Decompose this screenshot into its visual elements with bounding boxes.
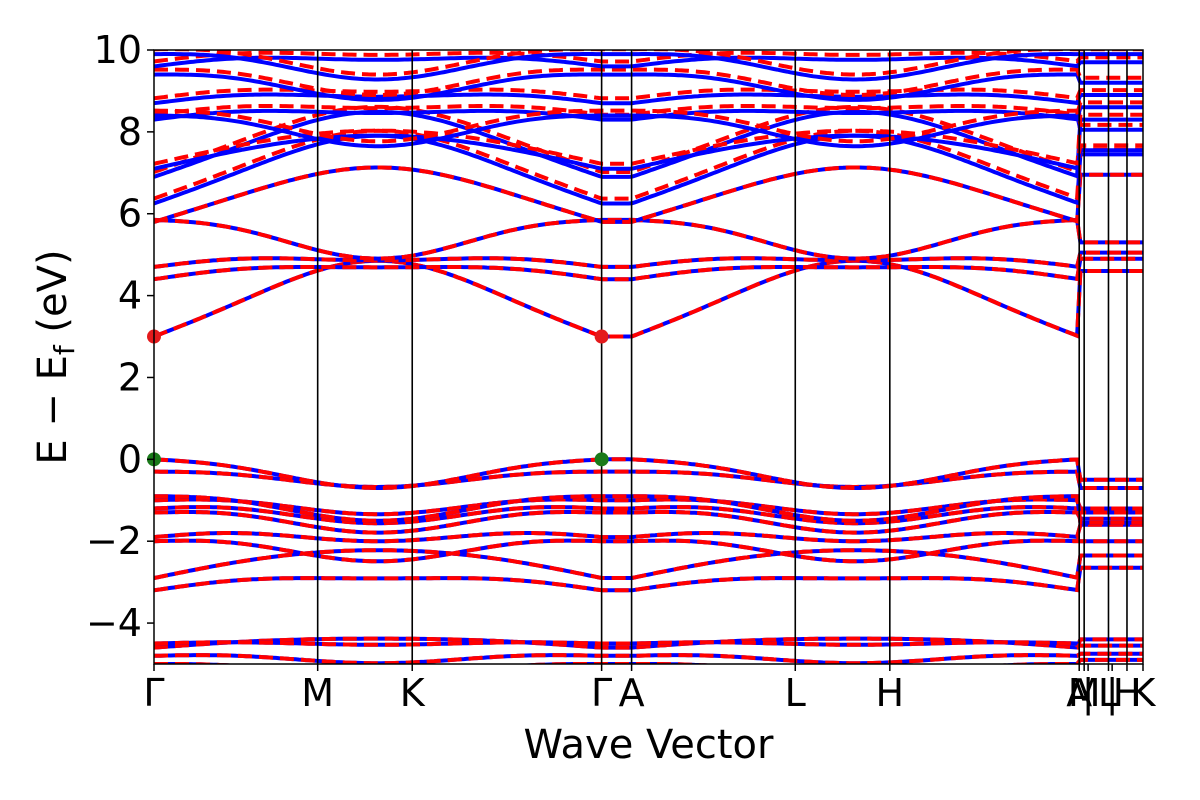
vbm-marker-1 (594, 452, 609, 467)
x-tick-label-3: Γ (591, 671, 612, 715)
band-line-solid-14 (154, 258, 1143, 339)
x-axis-ticks: Γ M K Γ A L H AM| L|HK (143, 664, 1157, 716)
band-line-dashed-8 (154, 510, 1143, 535)
band-line-dashed-11 (154, 494, 1143, 525)
x-tick-label-9: | (1082, 671, 1095, 716)
band-line-dashed-18 (154, 165, 1143, 225)
x-tick-label-12: H (1113, 671, 1142, 715)
cbm-marker-1 (594, 329, 609, 344)
y-tick-label-2: 0 (118, 437, 142, 481)
band-line-dashed-9 (154, 505, 1143, 526)
band-line-solid-27 (154, 52, 1143, 82)
y-tick-label-5: 6 (118, 192, 142, 236)
y-tick-label-3: 2 (118, 355, 142, 399)
band-line-dashed-7 (154, 522, 1143, 544)
band-line-dashed-16 (154, 250, 1143, 269)
y-tick-label-7: 10 (94, 28, 142, 72)
x-axis-label: Wave Vector (524, 722, 775, 768)
y-tick-label-6: 8 (118, 110, 142, 154)
y-axis-label-unit: (eV) (30, 249, 76, 345)
band-line-dashed-26 (154, 50, 1143, 64)
x-tick-label-13: K (1131, 671, 1157, 715)
band-edge-markers (147, 329, 609, 467)
band-line-dashed-17 (154, 217, 1143, 261)
band-line-dashed-22 (154, 100, 1143, 117)
x-tick-label-7: A (1066, 671, 1092, 715)
x-tick-label-10: L (1098, 671, 1119, 715)
plot-frame (153, 49, 1144, 665)
x-tick-label-0: Γ (143, 671, 164, 715)
band-line-dashed-15 (154, 256, 1143, 282)
y-axis-label-sub: f (48, 344, 81, 355)
band-line-dashed-3 (154, 651, 1143, 664)
band-line-solid-20 (154, 109, 1143, 179)
band-line-solid-21 (154, 133, 1143, 171)
band-line-dashed-27 (154, 50, 1143, 77)
band-line-solid-23 (154, 113, 1143, 149)
band-line-solid-17 (154, 217, 1143, 261)
band-line-solid-25 (154, 72, 1143, 102)
y-tick-label-0: −4 (86, 601, 142, 645)
band-line-dashed-12 (154, 469, 1143, 490)
y-tick-label-1: −2 (86, 519, 142, 563)
x-tick-label-8: M (1068, 671, 1101, 715)
y-axis-label: E − Ef (eV) (30, 249, 81, 464)
x-tick-label-4: A (619, 671, 645, 715)
y-axis-label-main: E − E (30, 355, 76, 465)
y-axis-ticks: −4 −2 0 2 4 6 8 10 (86, 28, 154, 645)
band-line-dashed-25 (154, 67, 1143, 97)
band-line-dashed-14 (154, 258, 1143, 339)
kpoint-separators (316, 50, 1128, 664)
band-line-solid-19 (154, 133, 1143, 206)
band-line-dashed-24 (154, 87, 1143, 101)
x-tick-label-1: M (301, 671, 334, 715)
band-line-dashed-13 (154, 457, 1143, 490)
x-tick-label-6: H (876, 671, 905, 715)
y-tick-label-4: 4 (118, 274, 142, 318)
band-line-dashed-6 (154, 538, 1143, 564)
x-tick-label-2: K (400, 671, 426, 715)
band-lines (154, 50, 1143, 664)
band-line-dashed-4 (154, 565, 1143, 593)
x-tick-label-5: L (785, 671, 806, 715)
band-line-dashed-2 (154, 640, 1143, 648)
band-line-dashed-5 (154, 548, 1143, 580)
x-tick-label-11: | (1106, 671, 1119, 716)
